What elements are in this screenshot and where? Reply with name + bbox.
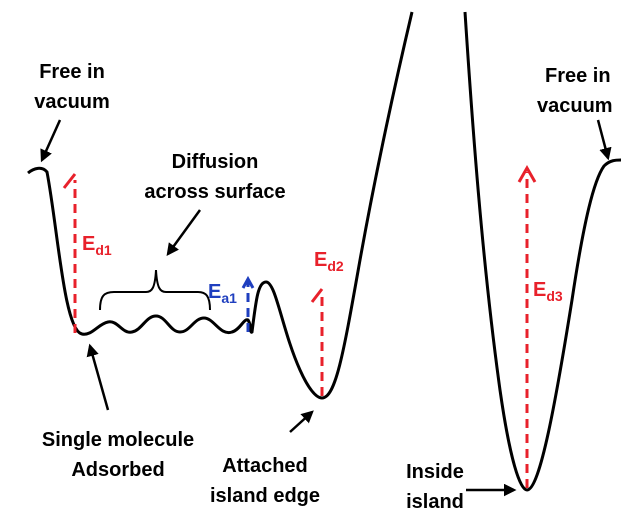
label: Diffusion (172, 151, 259, 173)
energy-label: Ea1 (208, 281, 237, 306)
brace (99, 269, 211, 311)
arrows (40, 119, 612, 497)
label: Free in (545, 65, 611, 87)
energy-label: Ed1 (82, 233, 112, 258)
label: Attached (222, 455, 308, 477)
energy-markers (62, 164, 537, 488)
label: vacuum (537, 95, 613, 117)
label: Adsorbed (71, 459, 164, 481)
label: Free in (39, 61, 105, 83)
label: island edge (210, 485, 320, 507)
energy-curve-left (27, 11, 414, 400)
label: Inside (406, 461, 464, 483)
energy-label: Ed3 (533, 279, 563, 304)
label: island (406, 491, 464, 512)
label: across surface (144, 181, 285, 203)
energy-label: Ed2 (314, 249, 344, 274)
energy-curve-right (463, 11, 621, 492)
label: Single molecule (42, 429, 194, 451)
label: vacuum (34, 91, 110, 113)
